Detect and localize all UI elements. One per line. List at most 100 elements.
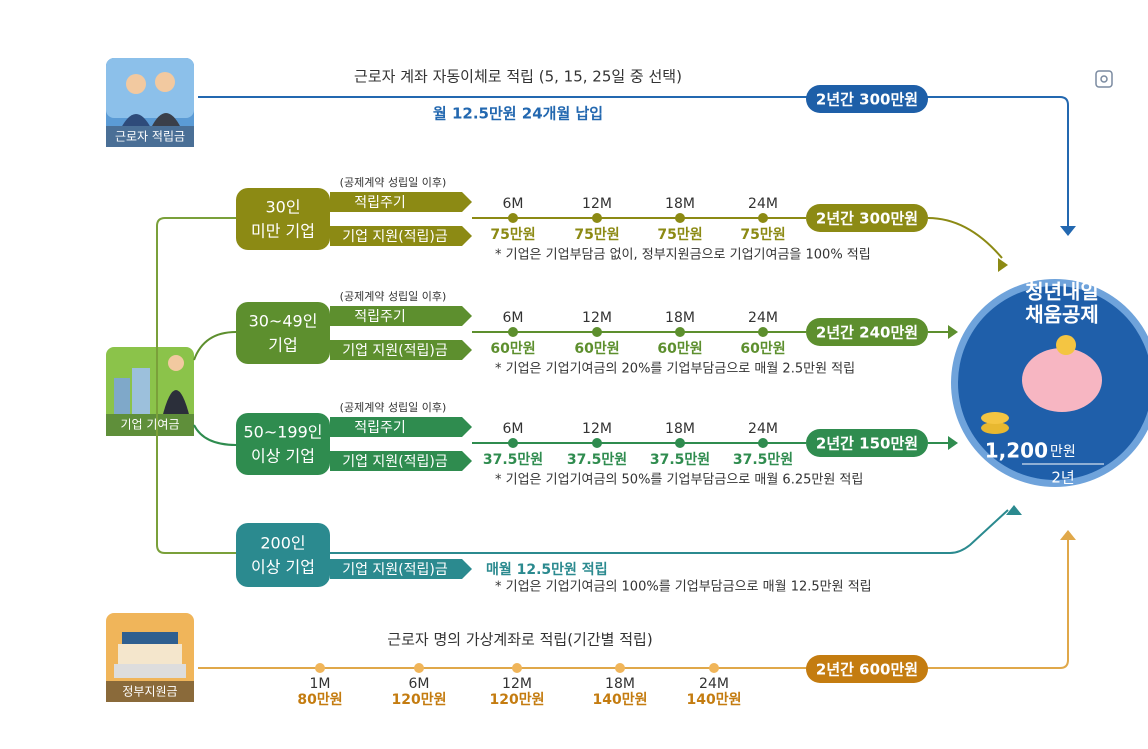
connector-line	[193, 331, 237, 361]
point-dot	[675, 327, 685, 337]
tier-box	[236, 302, 330, 364]
tier-support: 기업 지원(적립)금	[342, 562, 448, 578]
point-amount: 60만원	[574, 341, 619, 357]
point-dot	[758, 213, 768, 223]
total-pill	[806, 655, 928, 683]
point-period: 24M	[748, 421, 778, 437]
total-label: 2년간 600만원	[816, 661, 918, 679]
arrow-head	[1060, 530, 1076, 540]
product-period: 2년	[1051, 469, 1074, 487]
tier-note: (공제계약 성립일 이후)	[340, 289, 447, 303]
point-period: 12M	[582, 421, 612, 437]
tab	[330, 559, 472, 579]
tier-footnote: * 기업은 기업기여금의 50%를 기업부담금으로 매월 6.25만원 적립	[495, 473, 863, 488]
tier-name: 30~49인	[249, 312, 318, 331]
point-amount: 37.5만원	[733, 452, 793, 468]
government-desc: 근로자 명의 가상계좌로 적립(기간별 적립)	[387, 631, 652, 649]
capture-icon[interactable]	[1095, 70, 1113, 88]
flow-line	[927, 217, 1003, 259]
point-dot	[592, 438, 602, 448]
point-dot	[675, 213, 685, 223]
company-label: 기업 기여금	[120, 418, 179, 432]
tier-box	[236, 523, 330, 587]
point-period: 24M	[748, 196, 778, 212]
total-label: 2년간 300만원	[816, 210, 918, 228]
point-dot	[758, 327, 768, 337]
tab	[330, 340, 472, 360]
tier-note: (공제계약 성립일 이후)	[340, 400, 447, 414]
government-icon	[106, 613, 194, 702]
total-pill	[806, 85, 928, 113]
point-dot	[615, 663, 625, 673]
point-amount: 37.5만원	[567, 452, 627, 468]
point-amount: 75만원	[574, 227, 619, 243]
point-dot	[758, 438, 768, 448]
tier-cycle: 적립주기	[354, 420, 406, 436]
point-amount: 60만원	[657, 341, 702, 357]
point-dot	[508, 213, 518, 223]
flow-line	[236, 509, 1009, 554]
tab	[330, 226, 472, 246]
tab	[330, 417, 472, 437]
arrow-head	[1006, 505, 1022, 515]
tier-name: 200인	[260, 534, 305, 553]
tier-box	[236, 188, 330, 250]
point-dot	[414, 663, 424, 673]
tier-name: 이상 기업	[251, 558, 315, 577]
point-dot	[512, 663, 522, 673]
tier-name: 50~199인	[243, 423, 322, 442]
point-period: 6M	[503, 196, 524, 212]
tier-note: (공제계약 성립일 이후)	[340, 175, 447, 189]
point-period: 12M	[582, 310, 612, 326]
total-pill	[806, 204, 928, 232]
point-period: 18M	[605, 676, 635, 692]
product-circle	[951, 279, 1148, 487]
tier-box	[236, 413, 330, 475]
point-amount: 37.5만원	[650, 452, 710, 468]
tier-support: 기업 지원(적립)금	[342, 229, 448, 245]
tier-cycle: 적립주기	[354, 309, 406, 325]
point-amount: 120만원	[392, 692, 447, 708]
point-dot	[315, 663, 325, 673]
tier-cycle: 적립주기	[354, 195, 406, 211]
point-amount: 140만원	[687, 692, 742, 708]
large-monthly: 매월 12.5만원 적립	[486, 561, 608, 578]
point-amount: 80만원	[297, 692, 342, 708]
tier-footnote: * 기업은 기업기여금의 100%를 기업부담금으로 매월 12.5만원 적립	[495, 580, 872, 595]
point-period: 18M	[665, 196, 695, 212]
tier-name: 기업	[268, 336, 297, 355]
product-unit: 만원	[1050, 444, 1076, 460]
tier-name: 미만 기업	[251, 222, 315, 241]
point-dot	[508, 327, 518, 337]
point-period: 1M	[310, 676, 331, 692]
tier-name: 이상 기업	[251, 447, 315, 466]
point-amount: 75만원	[740, 227, 785, 243]
point-dot	[709, 663, 719, 673]
flow-line	[198, 96, 1069, 228]
worker-icon	[106, 58, 194, 147]
tier-name: 30인	[265, 198, 300, 217]
tier-footnote: * 기업은 기업기여금의 20%를 기업부담금으로 매월 2.5만원 적립	[495, 362, 855, 377]
tab	[330, 451, 472, 471]
flow-line	[198, 540, 1069, 669]
total-pill	[806, 318, 928, 346]
point-amount: 120만원	[490, 692, 545, 708]
point-amount: 37.5만원	[483, 452, 543, 468]
tier-footnote: * 기업은 기업부담금 없이, 정부지원금으로 기업기여금을 100% 적립	[495, 248, 871, 263]
government-label: 정부지원금	[122, 685, 177, 699]
worker-sub: 월 12.5만원 24개월 납입	[433, 105, 603, 123]
tier-support: 기업 지원(적립)금	[342, 343, 448, 359]
point-period: 6M	[409, 676, 430, 692]
arrow-head	[1060, 226, 1076, 236]
point-amount: 140만원	[593, 692, 648, 708]
tier-support: 기업 지원(적립)금	[342, 454, 448, 470]
point-dot	[592, 327, 602, 337]
total-pill	[806, 429, 928, 457]
tab	[330, 192, 472, 212]
point-amount: 60만원	[740, 341, 785, 357]
product-title: 청년내일	[1025, 280, 1099, 304]
point-amount: 60만원	[490, 341, 535, 357]
connector-line	[156, 217, 236, 554]
